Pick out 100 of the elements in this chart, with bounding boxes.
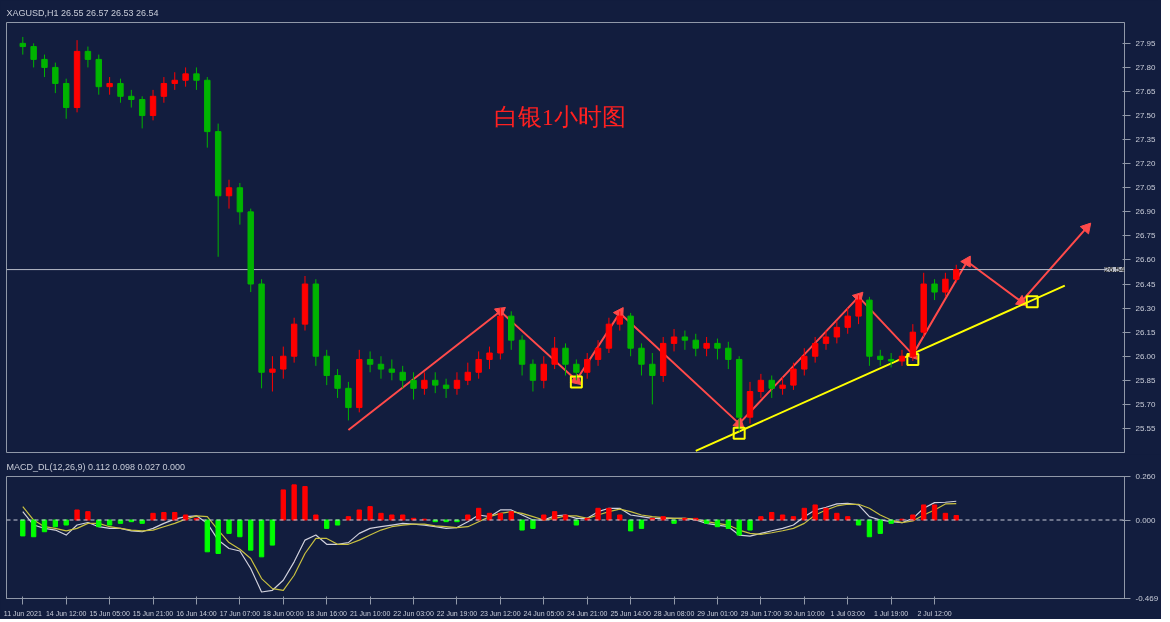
candlestick: [768, 374, 775, 399]
candlestick: [41, 54, 48, 78]
bar: [63, 519, 69, 526]
candlestick: [84, 46, 92, 68]
y-tick-label: 26.30: [1135, 303, 1157, 313]
bar: [834, 512, 840, 521]
y-tick-label: -0.469: [1135, 594, 1159, 603]
bar: [486, 512, 493, 521]
candlestick: [399, 365, 406, 389]
candlestick: [681, 330, 689, 351]
candlestick: [573, 358, 580, 381]
bar: [703, 519, 710, 524]
point: [1025, 295, 1039, 309]
bar: [269, 519, 276, 546]
candlestick: [225, 179, 233, 210]
candlestick: [138, 95, 146, 129]
bar: [606, 507, 612, 521]
bar: [226, 519, 232, 534]
bar: [150, 512, 156, 521]
candlestick: [475, 350, 482, 380]
bar: [779, 514, 786, 521]
annotation: 白银1小时图: [493, 104, 626, 131]
candlestick: [551, 336, 558, 370]
candlestick: [649, 352, 656, 405]
candlestick: [269, 355, 276, 393]
y-tick-label: 27.50: [1135, 111, 1157, 121]
candlestick: [833, 320, 841, 344]
bar: [204, 519, 210, 553]
candlestick: [898, 349, 906, 367]
y-tick-label: 27.35: [1135, 135, 1157, 145]
bar: [465, 514, 471, 521]
bar: [313, 514, 319, 521]
y-tick-label: 26.90: [1135, 207, 1157, 217]
y-tick-label: 25.70: [1135, 399, 1157, 409]
bar: [20, 519, 26, 537]
chart-title: XAGUSD,H1 26.55 26.57 26.53 26.54: [6, 7, 159, 18]
bar: [74, 509, 80, 521]
y-tick-label: 26.60: [1135, 255, 1157, 265]
bar: [595, 507, 601, 521]
bar: [400, 514, 406, 521]
candlestick: [638, 342, 645, 376]
candlestick: [725, 341, 732, 370]
bar: [182, 514, 189, 521]
candlestick: [377, 355, 385, 380]
y-tick-label: 26.75: [1135, 231, 1157, 241]
candlestick: [757, 373, 765, 399]
candlestick: [790, 362, 797, 391]
candlestick: [464, 362, 472, 386]
bar: [617, 514, 623, 521]
candlestick: [117, 78, 124, 104]
y-tick-label: 27.65: [1135, 86, 1157, 96]
candlestick: [193, 66, 200, 91]
chart-title: MACD_DL(12,26,9) 0.112 0.098 0.027 0.000: [6, 461, 185, 472]
y-tick-label: 0.260: [1135, 472, 1157, 481]
y-tick-label: 0.000: [1135, 515, 1157, 525]
candlestick: [421, 371, 428, 396]
bar: [638, 519, 645, 529]
bar: [530, 519, 536, 529]
candlestick: [942, 272, 949, 298]
point: [732, 426, 746, 440]
bar: [921, 504, 927, 521]
candlestick: [801, 347, 808, 376]
bar: [541, 514, 547, 521]
bar: [725, 519, 731, 529]
bar: [172, 511, 178, 521]
bar: [258, 519, 265, 558]
candlestick: [432, 371, 439, 394]
bar: [96, 519, 102, 528]
bar: [367, 506, 373, 521]
bar: [877, 519, 883, 534]
bar: [823, 507, 829, 521]
candlestick: [855, 294, 862, 325]
point: [960, 255, 971, 268]
bar: [356, 509, 362, 521]
bar: [855, 519, 862, 526]
point: [906, 352, 920, 366]
y-tick-label: 26.45: [1135, 279, 1157, 289]
candlestick: [486, 346, 493, 370]
y-tick-label: 27.05: [1135, 183, 1157, 193]
candlestick: [703, 336, 710, 357]
bar: [248, 519, 254, 551]
candlestick: [388, 358, 396, 381]
y-tick-label: 27.20: [1135, 159, 1157, 169]
candlestick: [529, 358, 537, 393]
bar: [801, 507, 807, 521]
bar: [931, 504, 938, 521]
bar: [758, 516, 764, 521]
bar: [953, 514, 959, 521]
bar: [508, 511, 514, 521]
y-tick-label: 25.55: [1135, 423, 1157, 433]
y-tick-label: 26.15: [1135, 327, 1157, 337]
bar: [291, 484, 297, 521]
bar: [106, 519, 113, 526]
bar: [812, 504, 818, 521]
candlestick: [149, 89, 157, 121]
bar: [324, 519, 330, 529]
candlestick: [811, 336, 819, 364]
candlestick: [366, 350, 374, 373]
candlestick: [594, 339, 602, 367]
candlestick: [540, 355, 547, 389]
